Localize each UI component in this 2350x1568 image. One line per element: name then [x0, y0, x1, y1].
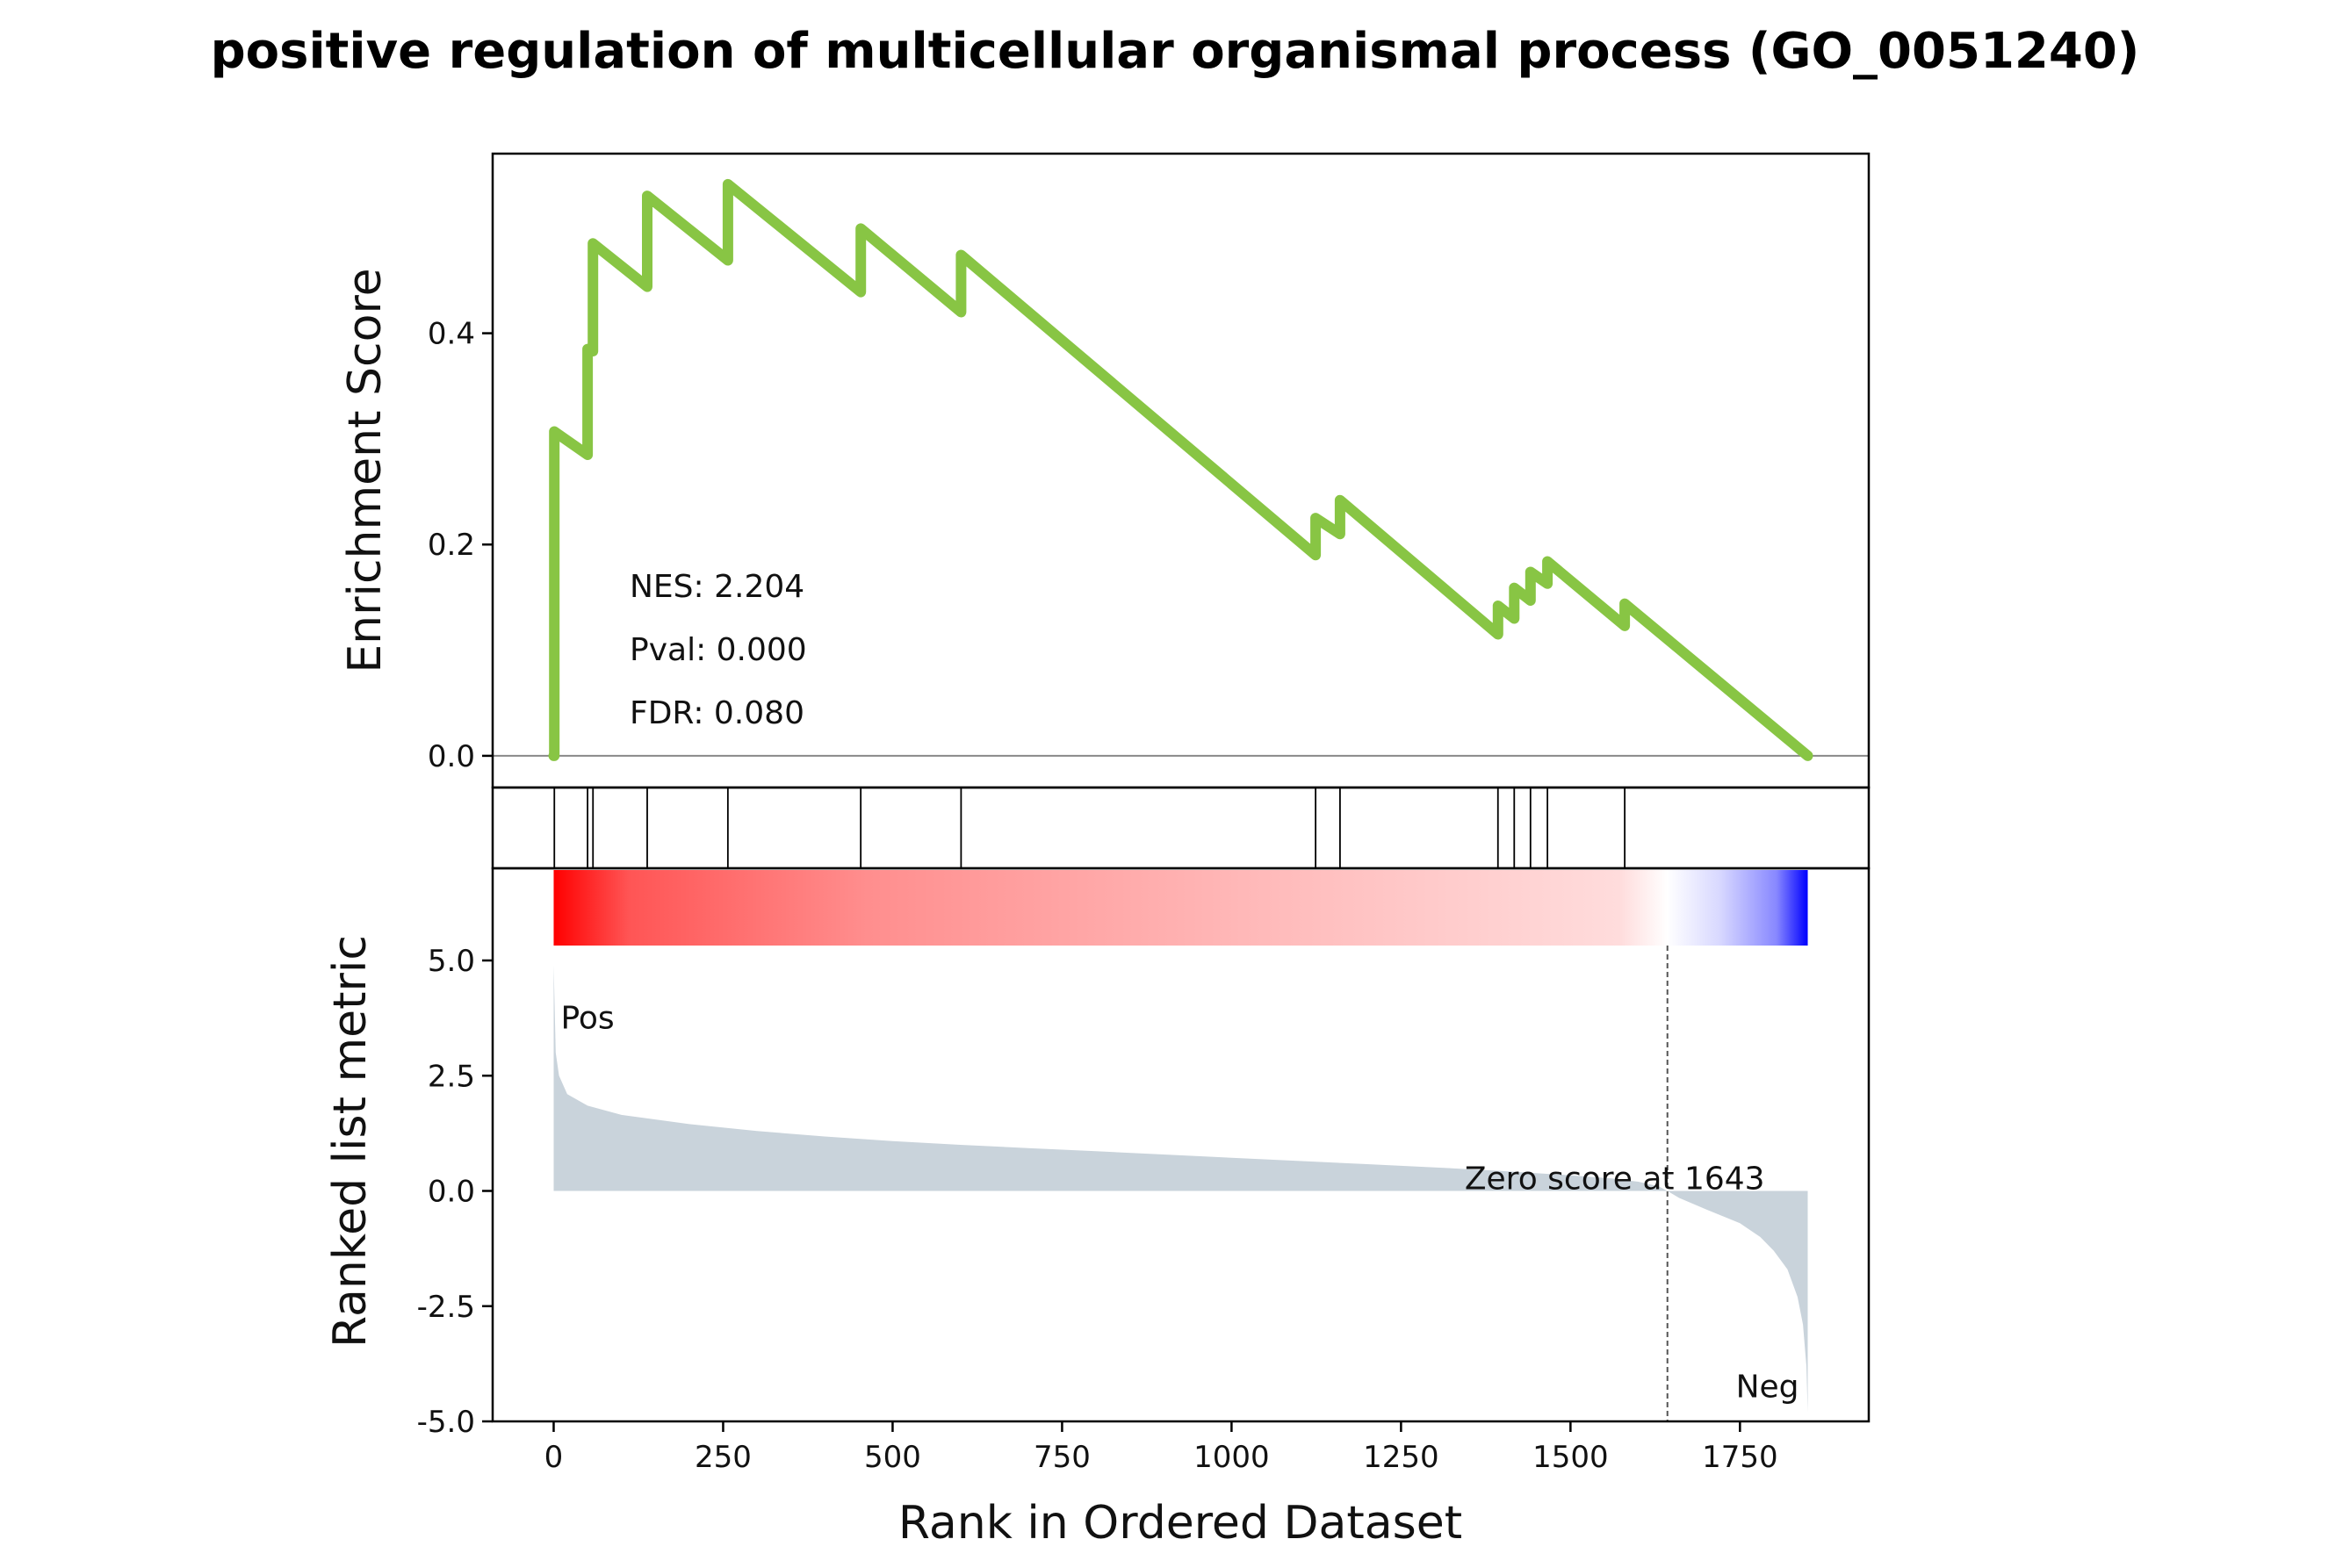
pval-label: Pval: 0.000 — [630, 632, 807, 668]
hits-panel — [491, 786, 1871, 870]
nes-label: NES: 2.204 — [630, 569, 804, 605]
metric-y-tick-label: 5.0 — [428, 944, 475, 979]
es-y-tick-label: 0.4 — [428, 317, 475, 352]
es-panel-frame — [491, 152, 1871, 789]
metric-y-tick-label: 2.5 — [428, 1059, 475, 1094]
hit-lines — [553, 788, 1626, 868]
neg-label: Neg — [1736, 1370, 1799, 1406]
x-tick-label: 1750 — [1702, 1440, 1778, 1475]
metric-panel: Zero score at 1643 Pos Neg 5.0 2.5 0.0 -2.5… — [324, 867, 1871, 1550]
x-axis-label: Rank in Ordered Dataset — [898, 1497, 1462, 1550]
fdr-label: FDR: 0.080 — [630, 695, 804, 731]
es-line — [548, 178, 1813, 761]
metric-y-tick-label: -2.5 — [417, 1290, 475, 1325]
rank-color-bar — [553, 870, 1808, 946]
hits-panel-frame — [491, 786, 1871, 870]
metric-panel-frame — [491, 867, 1871, 1423]
es-panel: 0.0 0.2 0.4 NES: 2.204 Pval: 0.000 FDR: 0.… — [339, 152, 1871, 789]
es-y-ticks: 0.0 0.2 0.4 — [428, 317, 493, 774]
pos-label: Pos — [560, 1001, 614, 1037]
x-tick-label: 1000 — [1193, 1440, 1270, 1475]
x-tick-label: 1500 — [1532, 1440, 1609, 1475]
x-tick-label: 0 — [544, 1440, 564, 1475]
es-y-axis-label: Enrichment Score — [339, 268, 392, 673]
x-tick-label: 500 — [864, 1440, 921, 1475]
es-y-tick-label: 0.0 — [428, 739, 475, 774]
chart-title: positive regulation of multicellular org… — [211, 23, 2140, 80]
ranked-metric-area — [553, 965, 1808, 1413]
x-tick-label: 250 — [695, 1440, 752, 1475]
zero-score-label: Zero score at 1643 — [1465, 1162, 1765, 1198]
es-y-tick-label: 0.2 — [428, 528, 475, 563]
metric-y-axis-label: Ranked list metric — [324, 935, 377, 1348]
x-ticks: 0 250 500 750 1000 1250 1500 1750 — [544, 1421, 1778, 1475]
metric-y-ticks: 5.0 2.5 0.0 -2.5 -5.0 — [417, 944, 493, 1440]
x-tick-label: 1250 — [1363, 1440, 1439, 1475]
metric-y-tick-label: -5.0 — [417, 1405, 475, 1440]
metric-y-tick-label: 0.0 — [428, 1175, 475, 1210]
x-tick-label: 750 — [1034, 1440, 1091, 1475]
